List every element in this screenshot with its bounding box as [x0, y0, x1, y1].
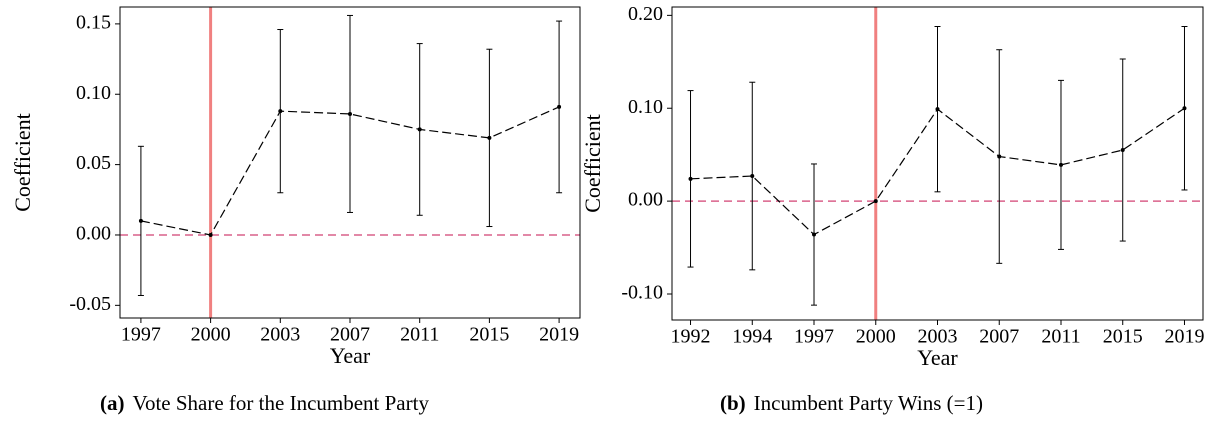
x-tick-label: 2007 — [979, 326, 1019, 348]
point — [417, 127, 422, 132]
point — [278, 109, 283, 114]
x-tick-label: 1997 — [121, 324, 161, 346]
panel: -0.05 0.00 0.05 0.10 0.15 1997 2000 2003 2007 201… — [10, 6, 581, 415]
point — [812, 232, 817, 237]
x-tick-label: 1994 — [732, 326, 772, 348]
caption-text: Vote Share for the Incumbent Party — [133, 391, 430, 415]
x-tick-label: 1997 — [794, 326, 834, 348]
caption: (a) Vote Share for the Incumbent Party — [100, 391, 429, 415]
y-tick-label: 0.20 — [628, 3, 663, 25]
point — [1058, 162, 1063, 167]
y-tick-label: 0.00 — [76, 223, 111, 245]
x-tick-label: 2000 — [856, 326, 896, 348]
y-tick-label: 0.00 — [628, 189, 663, 211]
y-tick-label: 0.10 — [628, 96, 663, 118]
x-tick-label: 2019 — [1164, 326, 1204, 348]
x-tick-label: 2000 — [191, 324, 231, 346]
point — [557, 104, 562, 109]
point — [348, 111, 352, 116]
y-axis-label: Coefficient — [580, 114, 605, 213]
x-tick-label: 2019 — [539, 324, 579, 346]
point — [487, 135, 492, 140]
y-axis-label: Coefficient — [10, 113, 35, 212]
x-tick-label: 2003 — [260, 324, 300, 346]
x-tick-label: 2015 — [1103, 326, 1143, 348]
point — [688, 176, 693, 181]
y-tick-label: 0.10 — [76, 82, 111, 104]
y-tick-label: 0.15 — [76, 11, 111, 33]
x-tick-label: 2011 — [400, 324, 439, 346]
y-tick-label: -0.05 — [69, 293, 111, 315]
point — [750, 174, 755, 179]
x-tick-label: 1992 — [671, 326, 711, 348]
x-axis-label: Year — [330, 343, 371, 368]
caption-label: (a) — [100, 391, 125, 415]
caption-label: (b) — [720, 391, 746, 415]
point — [138, 218, 143, 223]
y-tick-label: 0.05 — [76, 152, 111, 174]
caption: (b) Incumbent Party Wins (=1) — [720, 391, 983, 415]
point — [935, 107, 940, 112]
point — [873, 199, 878, 204]
x-tick-label: 2015 — [469, 324, 509, 346]
x-tick-label: 2003 — [918, 326, 958, 348]
caption-text: Incumbent Party Wins (=1) — [754, 391, 983, 415]
point — [1182, 106, 1187, 111]
panel: -0.10 0.00 0.10 0.20 1992 1994 1997 2000 2003 200… — [580, 3, 1204, 415]
point — [208, 232, 213, 237]
point — [997, 154, 1002, 159]
point — [1120, 148, 1125, 153]
y-tick-label: -0.10 — [621, 282, 663, 304]
x-tick-label: 2007 — [330, 324, 370, 346]
x-axis-label: Year — [917, 345, 958, 370]
x-tick-label: 2011 — [1041, 326, 1080, 348]
